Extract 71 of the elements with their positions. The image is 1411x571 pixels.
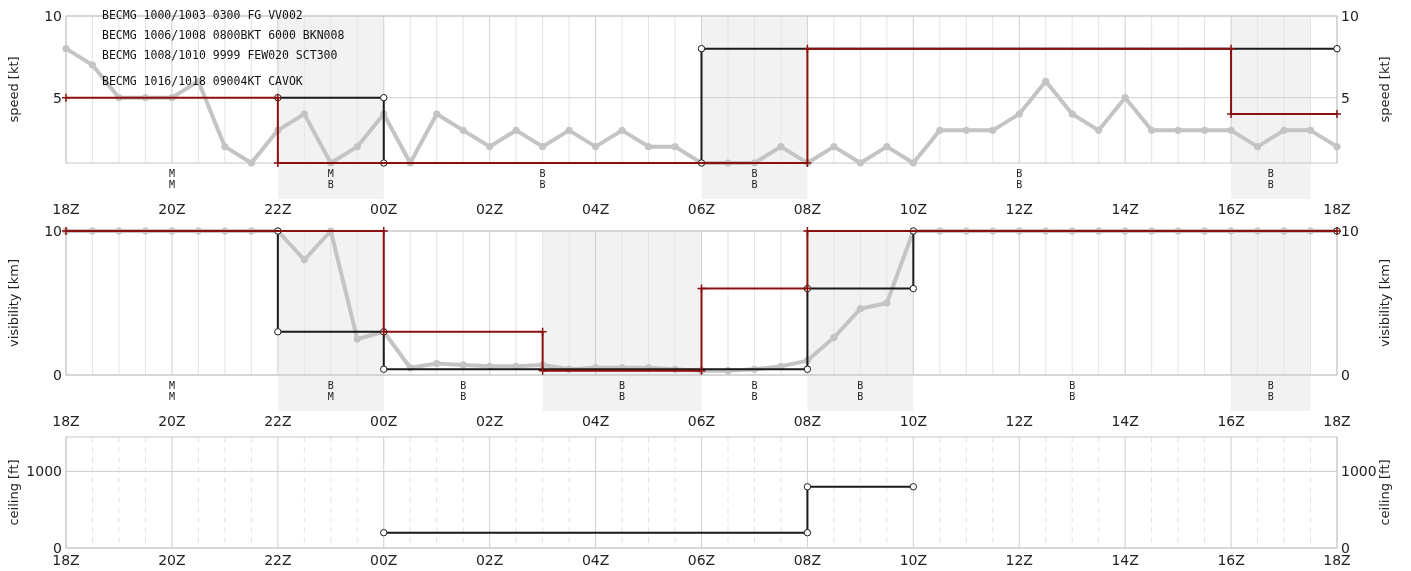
y-axis-title: speed [kt] bbox=[6, 56, 21, 123]
text: B B bbox=[460, 380, 467, 402]
x-tick-label: 14Z bbox=[1111, 552, 1139, 568]
x-tick-label: 02Z bbox=[475, 413, 504, 429]
y-axis-title: ceiling [ft] bbox=[6, 459, 21, 526]
x-tick-label: 12Z bbox=[1005, 552, 1033, 568]
y-tick-label: 1000 bbox=[26, 463, 62, 480]
text: M M bbox=[168, 168, 175, 190]
y-tick-label: 5 bbox=[53, 89, 62, 106]
text: B B bbox=[751, 380, 758, 402]
x-tick-label: 18Z bbox=[1323, 413, 1351, 429]
x-tick-label: 20Z bbox=[158, 201, 186, 217]
x-tick-label: 10Z bbox=[899, 413, 928, 429]
x-tick-label: 22Z bbox=[264, 552, 292, 568]
text: B B bbox=[1267, 168, 1274, 190]
x-tick-label: 00Z bbox=[370, 413, 398, 429]
y2-tick-label: 0 bbox=[1341, 367, 1350, 383]
x-tick-label: 16Z bbox=[1217, 413, 1245, 429]
y2-axis-title: visibility [km] bbox=[1377, 258, 1392, 348]
x-tick-label: 00Z bbox=[370, 552, 398, 568]
text: B B bbox=[751, 168, 758, 190]
x-tick-label: 16Z bbox=[1217, 201, 1245, 217]
x-tick-label: 10Z bbox=[899, 201, 928, 217]
x-tick-label: 20Z bbox=[158, 552, 186, 568]
x-tick-label: 08Z bbox=[793, 413, 822, 429]
x-tick-label: 18Z bbox=[1323, 201, 1351, 217]
x-tick-label: 02Z bbox=[475, 552, 504, 568]
x-tick-label: 20Z bbox=[158, 413, 186, 429]
x-tick-label: 12Z bbox=[1005, 413, 1033, 429]
y2-axis-title: speed [kt] bbox=[1377, 56, 1392, 123]
text: B B bbox=[619, 380, 626, 402]
annotation: BECMG 1006/1008 0800BKT 6000 BKN008 bbox=[102, 28, 345, 42]
x-tick-label: 18Z bbox=[52, 201, 80, 217]
annotation: BECMG 1016/1018 09004KT CAVOK bbox=[102, 74, 303, 88]
text: B B bbox=[1069, 380, 1076, 402]
text: B B bbox=[539, 168, 546, 190]
text: B B bbox=[857, 380, 864, 402]
x-tick-label: 10Z bbox=[899, 552, 928, 568]
x-tick-label: 18Z bbox=[52, 413, 80, 429]
x-tick-label: 12Z bbox=[1005, 201, 1033, 217]
y2-tick-label: 10 bbox=[1341, 223, 1359, 239]
x-tick-label: 14Z bbox=[1111, 201, 1139, 217]
y-axis-title: visibility [km] bbox=[6, 258, 21, 348]
y-tick-label: 0 bbox=[53, 367, 62, 383]
x-tick-label: 14Z bbox=[1111, 413, 1139, 429]
annotation: BECMG 1000/1003 0300 FG VV002 bbox=[102, 8, 303, 22]
x-tick-label: 22Z bbox=[264, 201, 292, 217]
y2-axis-title: ceiling [ft] bbox=[1377, 459, 1392, 526]
text: B B bbox=[1267, 380, 1274, 402]
annotation: BECMG 1008/1010 9999 FEW020 SCT300 bbox=[102, 48, 338, 62]
text: B B bbox=[1016, 168, 1023, 190]
y2-tick-label: 1000 bbox=[1341, 463, 1377, 480]
x-tick-label: 04Z bbox=[581, 413, 610, 429]
x-tick-label: 08Z bbox=[793, 201, 822, 217]
x-tick-label: 04Z bbox=[581, 201, 610, 217]
x-tick-label: 00Z bbox=[370, 201, 398, 217]
x-tick-label: 06Z bbox=[687, 413, 716, 429]
x-tick-label: 06Z bbox=[687, 552, 716, 568]
text: M M bbox=[168, 380, 175, 402]
y-tick-label: 10 bbox=[44, 223, 62, 239]
y-tick-label: 10 bbox=[44, 8, 62, 24]
x-tick-label: 04Z bbox=[581, 552, 610, 568]
x-tick-label: 16Z bbox=[1217, 552, 1245, 568]
text: B M bbox=[327, 380, 334, 402]
y2-tick-label: 5 bbox=[1341, 89, 1350, 106]
x-tick-label: 08Z bbox=[793, 552, 822, 568]
x-tick-label: 06Z bbox=[687, 201, 716, 217]
text: M B bbox=[327, 168, 334, 190]
x-tick-label: 02Z bbox=[475, 201, 504, 217]
y2-tick-label: 10 bbox=[1341, 8, 1359, 24]
x-tick-label: 22Z bbox=[264, 413, 292, 429]
